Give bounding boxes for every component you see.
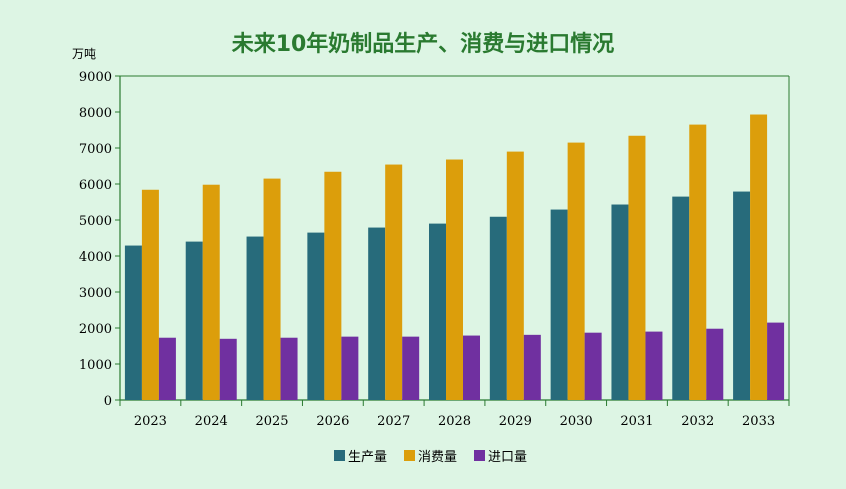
bar-2028-1 [429, 223, 446, 400]
y-tick-label: 8000 [79, 106, 112, 121]
x-tick-label: 2033 [742, 414, 775, 429]
bar-2030-2 [567, 142, 585, 400]
y-tick-label: 4000 [79, 250, 112, 265]
bar-2025-3 [280, 337, 298, 400]
legend-swatch [334, 450, 345, 461]
x-tick-label: 2029 [499, 414, 532, 429]
x-tick-label: 2024 [195, 414, 228, 429]
legend-label: 消费量 [418, 450, 457, 465]
bar-2027-2 [385, 164, 403, 400]
y-tick-label: 9000 [79, 70, 112, 85]
bar-2033-2 [750, 114, 768, 401]
bar-2030-1 [550, 209, 568, 400]
legend-swatch [404, 450, 415, 461]
y-tick-label: 7000 [79, 142, 112, 157]
bar-2031-2 [628, 135, 646, 400]
x-tick-label: 2032 [681, 414, 714, 429]
y-tick-label: 0 [104, 394, 112, 409]
bar-2023-3 [158, 337, 176, 400]
bar-2032-2 [689, 124, 707, 400]
bar-2027-3 [402, 336, 420, 400]
bar-2025-2 [263, 178, 281, 400]
x-tick-label: 2030 [560, 414, 593, 429]
legend-swatch [474, 450, 485, 461]
bar-2032-3 [706, 328, 724, 400]
bar-2023-1 [124, 245, 142, 400]
y-tick-label: 1000 [79, 358, 112, 373]
x-tick-label: 2026 [316, 414, 349, 429]
bar-2029-2 [506, 151, 524, 400]
bar-2024-2 [202, 184, 220, 400]
chart-title: 未来10年奶制品生产、消费与进口情况 [231, 32, 615, 57]
bar-2023-2 [141, 189, 159, 400]
x-tick-label: 2027 [377, 414, 410, 429]
bar-2032-1 [672, 196, 690, 400]
bar-2027-1 [368, 227, 386, 400]
bar-2030-3 [584, 332, 602, 400]
x-tick-label: 2025 [255, 414, 288, 429]
bar-2031-3 [645, 331, 663, 400]
y-tick-label: 5000 [79, 214, 112, 229]
x-tick-label: 2031 [620, 414, 653, 429]
bar-2029-1 [489, 216, 507, 400]
bar-2024-3 [219, 338, 237, 400]
bar-2029-3 [523, 334, 541, 400]
bar-2031-1 [611, 204, 629, 400]
bar-2026-2 [324, 171, 342, 400]
bar-2026-3 [341, 336, 359, 400]
bar-2028-3 [463, 335, 480, 400]
y-axis-unit-label: 万吨 [72, 47, 96, 61]
bar-2025-1 [246, 236, 264, 400]
bar-2026-1 [307, 232, 325, 400]
y-tick-label: 6000 [79, 178, 112, 193]
legend-label: 进口量 [488, 450, 527, 465]
bar-2028-2 [446, 159, 463, 400]
bar-2033-1 [733, 191, 751, 400]
bar-2033-3 [767, 322, 785, 400]
bar-2024-1 [185, 241, 203, 400]
x-tick-label: 2028 [438, 414, 471, 429]
legend-label: 生产量 [348, 450, 387, 465]
y-tick-label: 2000 [79, 322, 112, 337]
y-tick-label: 3000 [79, 286, 112, 301]
x-tick-label: 2023 [134, 414, 167, 429]
